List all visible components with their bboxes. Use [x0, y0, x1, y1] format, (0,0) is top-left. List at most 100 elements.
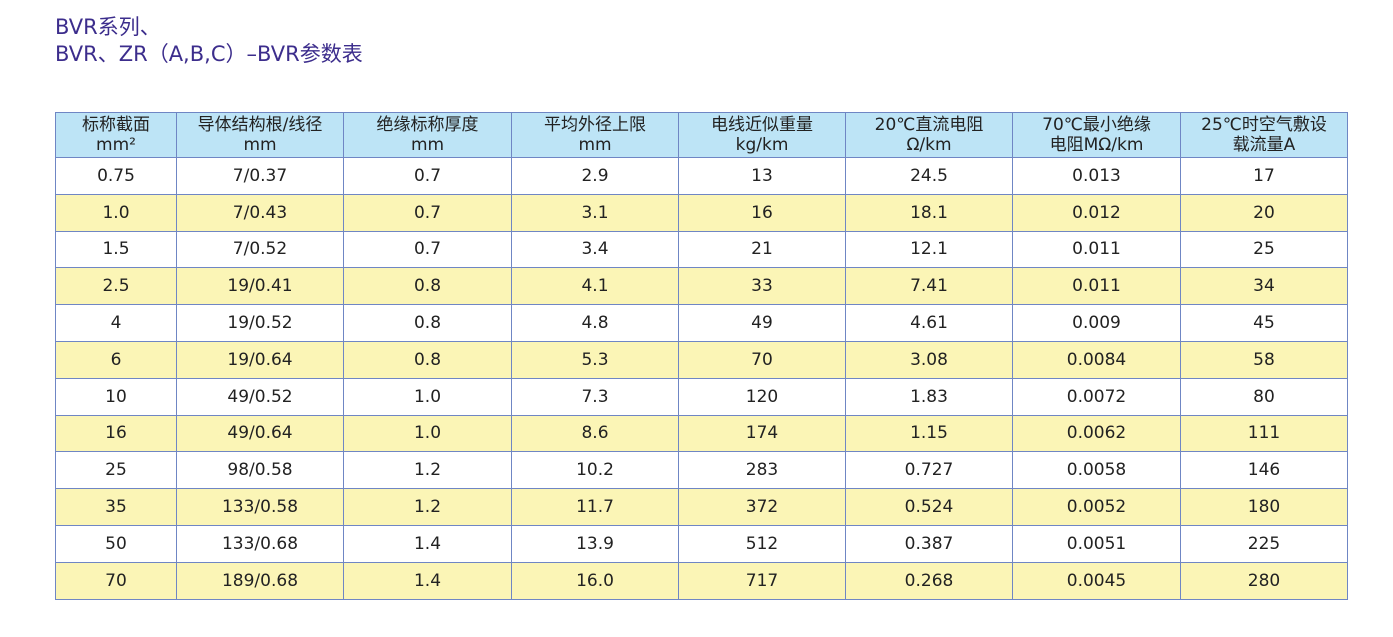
table-cell: 45: [1180, 304, 1348, 342]
table-cell: 189/0.68: [176, 561, 344, 600]
table-cell: 16: [678, 193, 846, 232]
header-line: kg/km: [735, 135, 789, 155]
table-row: 6 19/0.64 0.8 5.3 70 3.08 0.0084 58: [55, 340, 1348, 379]
spec-table: 标称截面 mm² 导体结构根/线径 mm 绝缘标称厚度 mm 平均外径上限 mm 电线近似重量 k…: [55, 112, 1348, 600]
table-row: 0.75 7/0.37 0.7 2.9 13 24.5 0.013 17: [55, 157, 1348, 195]
table-cell: 1.0: [55, 193, 177, 232]
header-line: mm: [243, 135, 277, 155]
table-cell: 0.75: [55, 157, 177, 195]
table-cell: 0.7: [343, 157, 512, 195]
table-cell: 0.0062: [1012, 414, 1181, 453]
header-cell: 导体结构根/线径 mm: [176, 112, 344, 158]
table-cell: 280: [1180, 561, 1348, 600]
table-cell: 1.15: [845, 414, 1013, 453]
table-cell: 70: [678, 340, 846, 379]
header-row: 标称截面 mm² 导体结构根/线径 mm 绝缘标称厚度 mm 平均外径上限 mm 电线近似重量 k…: [55, 112, 1348, 158]
table-cell: 20: [1180, 193, 1348, 232]
table-cell: 50: [55, 524, 177, 563]
header-cell: 70℃最小绝缘 电阻MΩ/km: [1012, 112, 1181, 158]
table-cell: 16: [55, 414, 177, 453]
header-cell: 绝缘标称厚度 mm: [343, 112, 512, 158]
table-cell: 225: [1180, 524, 1348, 563]
table-cell: 0.012: [1012, 193, 1181, 232]
table-row: 16 49/0.64 1.0 8.6 174 1.15 0.0062 111: [55, 414, 1348, 453]
table-cell: 19/0.41: [176, 267, 344, 306]
table-cell: 1.83: [845, 377, 1013, 416]
table-cell: 5.3: [511, 340, 679, 379]
table-cell: 25: [55, 451, 177, 490]
header-cell: 20℃直流电阻 Ω/km: [845, 112, 1013, 158]
table-cell: 58: [1180, 340, 1348, 379]
table-cell: 16.0: [511, 561, 679, 600]
table-cell: 11.7: [511, 488, 679, 526]
header-line: mm: [410, 135, 445, 155]
table-cell: 283: [678, 451, 846, 490]
table-cell: 0.727: [845, 451, 1013, 490]
title-line: BVR系列、: [55, 15, 161, 39]
table-row: 50 133/0.68 1.4 13.9 512 0.387 0.0051 225: [55, 524, 1348, 563]
table-cell: 111: [1180, 414, 1348, 453]
table-cell: 0.0052: [1012, 488, 1181, 526]
table-cell: 0.011: [1012, 267, 1181, 306]
table-cell: 4.8: [511, 304, 679, 342]
table-cell: 0.0051: [1012, 524, 1181, 563]
header-line: 载流量A: [1232, 135, 1296, 155]
table-cell: 1.5: [55, 230, 177, 269]
table-cell: 3.4: [511, 230, 679, 269]
header-line: 平均外径上限: [544, 115, 646, 135]
table-cell: 0.011: [1012, 230, 1181, 269]
table-cell: 80: [1180, 377, 1348, 416]
table-cell: 49/0.64: [176, 414, 344, 453]
table-cell: 512: [678, 524, 846, 563]
table-cell: 3.1: [511, 193, 679, 232]
table-row: 35 133/0.58 1.2 11.7 372 0.524 0.0052 180: [55, 488, 1348, 526]
table-cell: 70: [55, 561, 177, 600]
table-row: 70 189/0.68 1.4 16.0 717 0.268 0.0045 280: [55, 561, 1348, 600]
table-cell: 98/0.58: [176, 451, 344, 490]
header-line: 导体结构根/线径: [197, 115, 323, 135]
table-cell: 0.0045: [1012, 561, 1181, 600]
table-cell: 174: [678, 414, 846, 453]
table-cell: 2.9: [511, 157, 679, 195]
table-cell: 1.2: [343, 451, 512, 490]
table-cell: 8.6: [511, 414, 679, 453]
header-line: 电阻MΩ/km: [1049, 135, 1144, 155]
header-line: 70℃最小绝缘: [1042, 115, 1151, 135]
table-cell: 0.0084: [1012, 340, 1181, 379]
table-cell: 0.8: [343, 304, 512, 342]
table-cell: 180: [1180, 488, 1348, 526]
header-line: 标称截面: [82, 115, 150, 135]
table-cell: 34: [1180, 267, 1348, 306]
table-cell: 0.524: [845, 488, 1013, 526]
table-cell: 7.3: [511, 377, 679, 416]
table-body: 0.75 7/0.37 0.7 2.9 13 24.5 0.013 17 1.0 7/0.43 0.…: [55, 157, 1348, 600]
table-row: 1.0 7/0.43 0.7 3.1 16 18.1 0.012 20: [55, 193, 1348, 232]
table-cell: 0.8: [343, 267, 512, 306]
table-cell: 4: [55, 304, 177, 342]
table-cell: 10.2: [511, 451, 679, 490]
table-cell: 24.5: [845, 157, 1013, 195]
table-cell: 7/0.37: [176, 157, 344, 195]
table-cell: 18.1: [845, 193, 1013, 232]
header-cell: 电线近似重量 kg/km: [678, 112, 846, 158]
header-line: Ω/km: [906, 135, 952, 155]
table-cell: 717: [678, 561, 846, 600]
table-cell: 19/0.64: [176, 340, 344, 379]
table-cell: 0.0058: [1012, 451, 1181, 490]
table-cell: 1.0: [343, 377, 512, 416]
table-row: 25 98/0.58 1.2 10.2 283 0.727 0.0058 146: [55, 451, 1348, 490]
table-cell: 19/0.52: [176, 304, 344, 342]
table-cell: 49: [678, 304, 846, 342]
header-cell: 平均外径上限 mm: [511, 112, 679, 158]
table-row: 1.5 7/0.52 0.7 3.4 21 12.1 0.011 25: [55, 230, 1348, 269]
table-cell: 4.1: [511, 267, 679, 306]
table-cell: 7/0.43: [176, 193, 344, 232]
header-line: 电线近似重量: [711, 115, 813, 135]
table-cell: 7.41: [845, 267, 1013, 306]
table-cell: 49/0.52: [176, 377, 344, 416]
table-cell: 10: [55, 377, 177, 416]
table-cell: 133/0.58: [176, 488, 344, 526]
table-row: 4 19/0.52 0.8 4.8 49 4.61 0.009 45: [55, 304, 1348, 342]
table-cell: 7/0.52: [176, 230, 344, 269]
